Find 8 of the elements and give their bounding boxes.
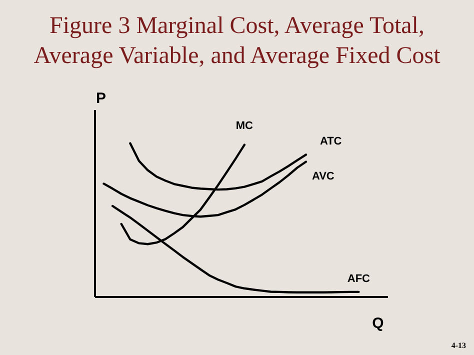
x-axis-title: Q [372,315,384,332]
series-label: AFC [347,272,370,285]
series-label: MC [236,120,254,132]
y-axis-title: P [96,90,106,107]
text: 4-13 [451,341,466,350]
chart-title: Figure 3 Marginal Cost, Average Total, Average Variable, and Average Fixed Cost [34,13,441,69]
series-label: AVC [312,170,334,183]
series-label: ATC [320,136,342,148]
